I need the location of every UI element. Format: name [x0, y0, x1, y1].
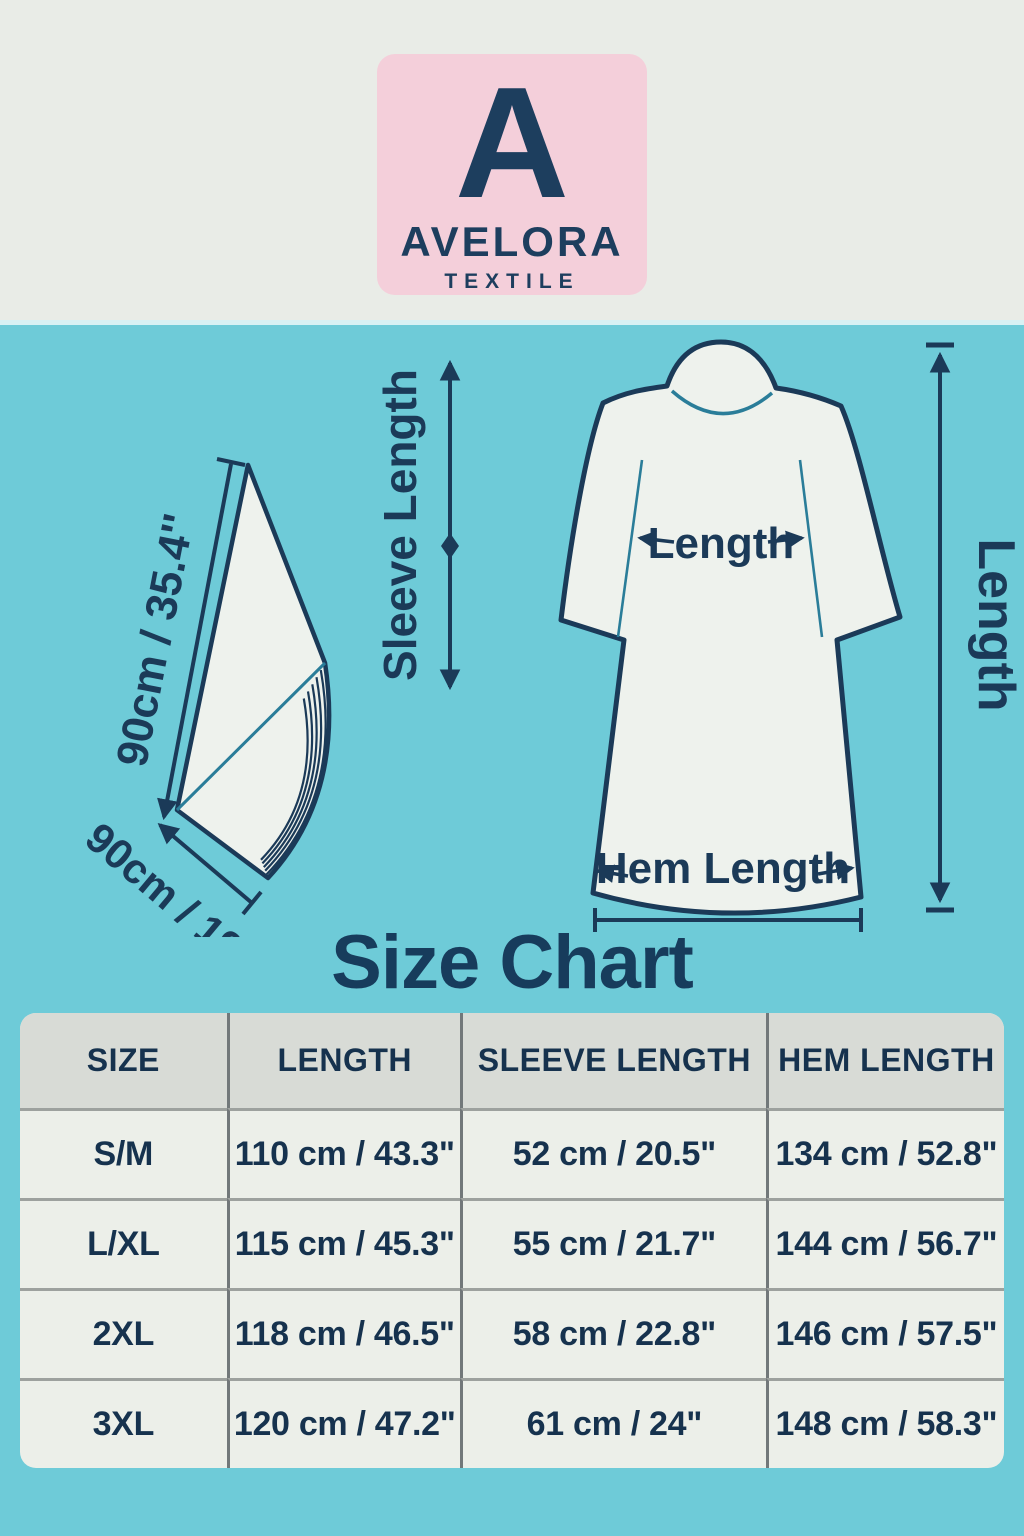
- size-chart-table: SIZE LENGTH SLEEVE LENGTH HEM LENGTH S/M…: [20, 1012, 1004, 1468]
- cell-length: 110 cm / 43.3": [226, 1107, 460, 1198]
- cell-length: 118 cm / 46.5": [226, 1287, 460, 1378]
- cell-hem-length: 144 cm / 56.7": [765, 1197, 1004, 1288]
- scarf-bottom-measure: [157, 822, 263, 916]
- scarf-side-measure-label: 90cm / 35.4'': [107, 510, 204, 770]
- scarf-fold-line: [175, 661, 327, 812]
- dress-left-seam: [616, 459, 644, 638]
- cell-length: 115 cm / 45.3": [226, 1197, 460, 1288]
- scarf-shape: [174, 462, 332, 881]
- section-divider: [0, 320, 1024, 325]
- sleeve-length-label: Sleeve Length: [374, 369, 426, 681]
- cell-size: S/M: [20, 1107, 227, 1198]
- hem-arrow-left: [595, 864, 629, 883]
- cell-hem-length: 134 cm / 52.8": [765, 1107, 1004, 1198]
- cell-sleeve-length: 55 cm / 21.7": [459, 1197, 766, 1288]
- header-hem-length: HEM LENGTH: [765, 1012, 1004, 1108]
- dress-shape: [558, 339, 903, 916]
- brand-logo-card: A AVELORA TEXTILE: [377, 54, 647, 295]
- measure-diamond: [441, 533, 459, 559]
- scarf-layer-lines: [260, 669, 327, 876]
- cell-sleeve-length: 52 cm / 20.5": [459, 1107, 766, 1198]
- cell-length: 120 cm / 47.2": [226, 1377, 460, 1468]
- measurement-diagram: 90cm / 35.4'' 90cm / 19.7'' Sleeve Lengt…: [0, 325, 1024, 937]
- table-row: 3XL 120 cm / 47.2" 61 cm / 24" 148 cm / …: [20, 1377, 1004, 1468]
- cell-sleeve-length: 61 cm / 24": [459, 1377, 766, 1468]
- total-length-label: Length: [967, 538, 1024, 711]
- hem-arrow-right: [817, 861, 855, 880]
- cell-hem-length: 148 cm / 58.3": [765, 1377, 1004, 1468]
- dress-neckline: [670, 389, 774, 416]
- scarf-side-measure: [157, 457, 246, 821]
- cell-sleeve-length: 58 cm / 22.8": [459, 1287, 766, 1378]
- sleeve-length-measure: [439, 359, 461, 691]
- garment-diagram-svg: 90cm / 35.4'' 90cm / 19.7'' Sleeve Lengt…: [77, 339, 1024, 937]
- cell-size: L/XL: [20, 1197, 227, 1288]
- scarf-illustration: 90cm / 35.4'' 90cm / 19.7'': [77, 457, 332, 937]
- dress-right-seam: [798, 459, 824, 638]
- table-row: L/XL 115 cm / 45.3" 55 cm / 21.7" 144 cm…: [20, 1197, 1004, 1288]
- table-header: SIZE LENGTH SLEEVE LENGTH HEM LENGTH: [20, 1012, 1004, 1108]
- cell-hem-length: 146 cm / 57.5": [765, 1287, 1004, 1378]
- brand-header: A AVELORA TEXTILE: [0, 0, 1024, 320]
- page-title: Size Chart: [331, 920, 694, 1005]
- length-arrow-left: [637, 530, 675, 550]
- total-length-measure: [926, 342, 954, 913]
- dress-illustration: Length Hem Length: [558, 339, 903, 932]
- header-length: LENGTH: [226, 1012, 460, 1108]
- length-arrow-right: [767, 530, 805, 550]
- hem-measure-line: [593, 908, 863, 932]
- header-size: SIZE: [20, 1012, 227, 1108]
- dress-hem-label: Hem Length: [596, 844, 850, 893]
- brand-initial-letter: A: [454, 55, 570, 231]
- dress-length-label: Length: [648, 519, 795, 568]
- cell-size: 3XL: [20, 1377, 227, 1468]
- table-row: S/M 110 cm / 43.3" 52 cm / 20.5" 134 cm …: [20, 1107, 1004, 1198]
- table-row: 2XL 118 cm / 46.5" 58 cm / 22.8" 146 cm …: [20, 1287, 1004, 1378]
- brand-name: AVELORA: [400, 218, 624, 265]
- cell-size: 2XL: [20, 1287, 227, 1378]
- header-sleeve-length: SLEEVE LENGTH: [459, 1012, 766, 1108]
- brand-subtitle: TEXTILE: [444, 270, 580, 293]
